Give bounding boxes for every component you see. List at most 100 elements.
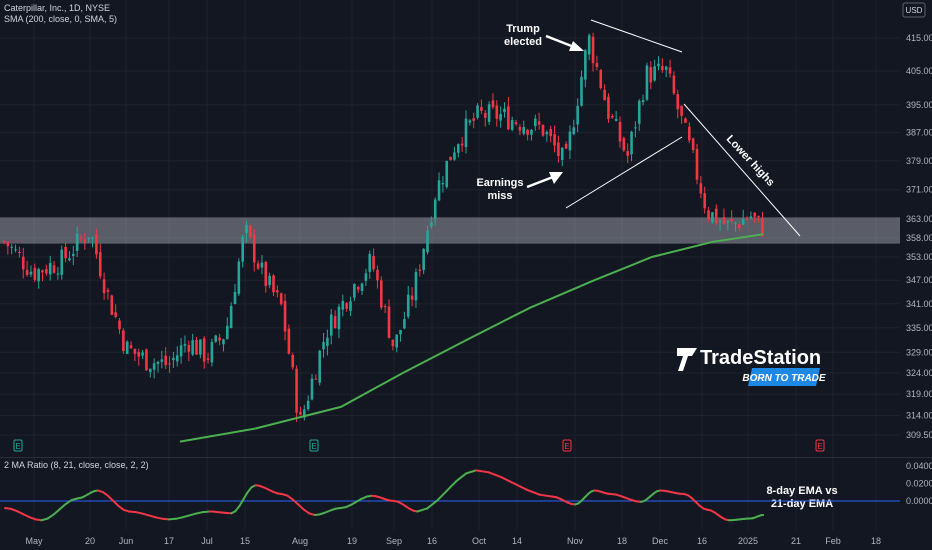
time-tick-label: Oct (472, 536, 487, 546)
candle (287, 324, 291, 355)
candle (703, 186, 706, 214)
candle (303, 404, 306, 421)
candle (226, 317, 229, 340)
candle (191, 333, 194, 357)
ratio-segment (52, 508, 61, 516)
candle (183, 335, 187, 353)
arrow-right-icon (545, 34, 584, 51)
candle (283, 293, 287, 341)
candle (133, 348, 137, 362)
ratio-segment (112, 500, 120, 508)
time-tick-label: 21 (791, 536, 801, 546)
time-tick-label: Jul (201, 536, 213, 546)
candle (206, 352, 210, 364)
candle (637, 99, 641, 131)
candle (110, 294, 114, 316)
ratio-segment (168, 517, 177, 521)
candle (618, 116, 622, 148)
time-tick-label: 18 (617, 536, 627, 546)
earnings-event-icon[interactable]: E (562, 439, 572, 452)
candle (114, 304, 117, 319)
candle (102, 272, 106, 300)
candle (722, 208, 726, 225)
candle (460, 136, 464, 152)
ratio-segment (474, 469, 490, 474)
ratio-segment (64, 498, 73, 506)
price-tick-label: 379.00 (906, 156, 932, 166)
candle (430, 216, 433, 229)
price-tick-label: 358.00 (906, 233, 932, 243)
candle (711, 212, 714, 224)
candle (68, 251, 71, 262)
candle (611, 113, 614, 119)
candle (522, 120, 526, 136)
candle (106, 287, 110, 300)
candle (291, 352, 295, 370)
event-marker-label: E (564, 442, 569, 451)
candle (691, 137, 695, 154)
candle (241, 234, 244, 268)
candle (695, 143, 699, 185)
candle (507, 97, 510, 131)
trendline-wedge-low (565, 136, 683, 209)
candle (256, 260, 260, 271)
price-tick-label: 319.00 (906, 389, 932, 399)
time-tick-label: Aug (292, 536, 308, 546)
candle (160, 350, 164, 369)
candle (37, 267, 40, 289)
ratio-segment (70, 497, 79, 501)
time-tick-label: 19 (347, 536, 357, 546)
candle (753, 212, 757, 223)
candle (741, 209, 745, 225)
candle (503, 102, 506, 118)
price-tick-label: 405.00 (906, 66, 932, 76)
earnings-event-icon[interactable]: E (309, 439, 319, 452)
candle (607, 93, 610, 123)
candle (634, 121, 637, 138)
ratio-segment (161, 517, 170, 521)
candle (449, 156, 452, 161)
candles (2, 32, 764, 423)
ratio-segment (10, 507, 19, 513)
currency-badge[interactable]: USD (902, 2, 926, 18)
candle (222, 338, 225, 352)
candle (684, 117, 687, 124)
candle (64, 242, 67, 263)
candle (468, 119, 472, 126)
ratio-tick-label: 0.0000 (906, 496, 932, 506)
candle (630, 130, 633, 162)
candle (537, 112, 541, 130)
candle (560, 146, 564, 167)
candle (453, 146, 456, 161)
candle (649, 61, 653, 90)
candle (487, 101, 491, 125)
earnings-event-icon[interactable]: E (815, 439, 825, 452)
candle (2, 240, 6, 245)
earnings-event-icon[interactable]: E (13, 439, 23, 452)
price-tick-label: 314.00 (906, 410, 932, 420)
candle (122, 328, 125, 354)
candle (653, 59, 656, 82)
candle (587, 33, 591, 61)
candle (738, 222, 741, 232)
candle (645, 62, 649, 102)
candle (129, 341, 133, 350)
candle (576, 98, 579, 133)
candle (299, 406, 302, 416)
time-axis: May 20 Jun 17 Jul 15 Aug 19 Sep 16 Oct 14 Nov 18 Dec 16… (25, 536, 881, 546)
candle (349, 296, 352, 316)
candle (676, 89, 680, 119)
candle (553, 125, 556, 153)
ratio-segment (154, 516, 164, 520)
candle (272, 274, 275, 297)
price-tick-label: 309.50 (906, 430, 932, 440)
candle (237, 258, 241, 297)
candle (734, 221, 737, 232)
candle (599, 68, 603, 90)
candle (218, 333, 221, 346)
ratio-segment (435, 489, 448, 502)
time-tick-label: 15 (240, 536, 250, 546)
price-tick-label: 324.00 (906, 368, 932, 378)
